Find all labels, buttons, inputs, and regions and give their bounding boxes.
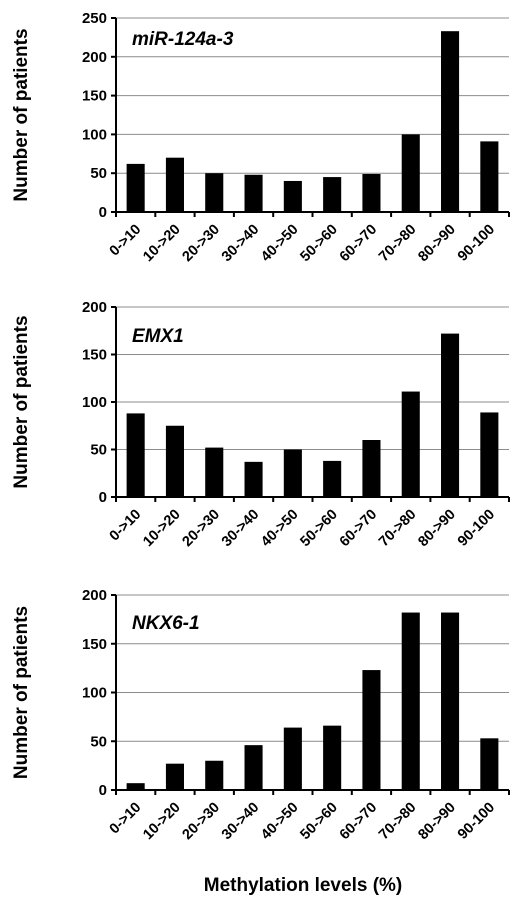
chart-panel-nkx6-1: 0 50 100 150 200 0->1010->2020->3030->4040->5… bbox=[11, 587, 510, 844]
y-axis-label: Number of patients bbox=[11, 28, 32, 201]
x-category-label: 90-100 bbox=[455, 507, 498, 550]
x-category-label: 50->60 bbox=[297, 800, 341, 844]
panel-title: miR-124a-3 bbox=[132, 29, 234, 50]
bar bbox=[441, 612, 460, 790]
x-category-label: 80->90 bbox=[415, 222, 459, 266]
y-tick-label: 150 bbox=[82, 347, 107, 364]
bar bbox=[401, 134, 420, 212]
bar bbox=[401, 391, 420, 497]
bar bbox=[205, 173, 224, 212]
panel-title: EMX1 bbox=[132, 326, 184, 347]
y-tick-label: 0 bbox=[99, 489, 107, 506]
y-tick-label: 200 bbox=[82, 299, 107, 316]
bar bbox=[283, 180, 302, 212]
chart-panel-mir-124a-3: 0 50 100 150 200 250 0->1010->2020->3030->4040… bbox=[11, 10, 510, 266]
x-category-label: 0->10 bbox=[107, 222, 145, 260]
y-tick-label: 50 bbox=[90, 442, 107, 459]
bar bbox=[165, 157, 184, 212]
x-category-label: 60->70 bbox=[337, 507, 381, 551]
x-category-label: 10->20 bbox=[140, 507, 184, 551]
bar bbox=[126, 163, 145, 212]
bar bbox=[362, 173, 381, 212]
x-category-label: 70->80 bbox=[376, 507, 420, 551]
x-category-label: 10->20 bbox=[140, 800, 184, 844]
y-tick-label: 100 bbox=[82, 394, 107, 411]
chart-panel-emx1: 0 50 100 150 200 0->1010->2020->3030->4040->5… bbox=[11, 299, 510, 551]
bar bbox=[244, 745, 263, 790]
bar bbox=[165, 425, 184, 497]
x-category-label: 60->70 bbox=[337, 800, 381, 844]
x-category-label: 20->30 bbox=[180, 800, 224, 844]
bar bbox=[283, 449, 302, 497]
x-category-label: 70->80 bbox=[376, 800, 420, 844]
bar bbox=[283, 727, 302, 790]
x-category-label: 0->10 bbox=[107, 800, 145, 838]
x-category-label: 30->40 bbox=[219, 222, 263, 266]
x-category-label: 40->50 bbox=[258, 507, 302, 551]
x-category-label: 30->40 bbox=[219, 507, 263, 551]
x-category-label: 90-100 bbox=[455, 800, 498, 843]
x-category-label: 20->30 bbox=[180, 222, 224, 266]
bar bbox=[480, 141, 499, 212]
bar bbox=[441, 31, 460, 212]
y-tick-label: 100 bbox=[82, 685, 107, 702]
y-tick-label: 250 bbox=[82, 10, 107, 27]
x-category-label: 40->50 bbox=[258, 222, 302, 266]
x-axis-label: Methylation levels (%) bbox=[204, 875, 403, 896]
x-category-label: 40->50 bbox=[258, 800, 302, 844]
bar bbox=[126, 413, 145, 497]
bar bbox=[323, 725, 342, 790]
x-category-label: 60->70 bbox=[337, 222, 381, 266]
bar bbox=[323, 177, 342, 212]
y-tick-label: 150 bbox=[82, 88, 107, 105]
x-category-label: 30->40 bbox=[219, 800, 263, 844]
y-axis-label: Number of patients bbox=[11, 315, 32, 488]
bar bbox=[205, 760, 224, 790]
bar bbox=[205, 447, 224, 497]
panel-title: NKX6-1 bbox=[132, 613, 200, 634]
bar bbox=[165, 763, 184, 790]
bar bbox=[323, 460, 342, 497]
y-tick-label: 0 bbox=[99, 204, 107, 221]
x-category-label: 20->30 bbox=[180, 507, 224, 551]
bar bbox=[126, 783, 145, 790]
x-category-label: 80->90 bbox=[415, 800, 459, 844]
y-tick-label: 50 bbox=[90, 165, 107, 182]
bar bbox=[362, 440, 381, 497]
y-tick-label: 50 bbox=[90, 733, 107, 750]
bar bbox=[441, 333, 460, 497]
x-category-label: 70->80 bbox=[376, 222, 420, 266]
bar bbox=[480, 412, 499, 497]
y-axis-label: Number of patients bbox=[11, 606, 32, 779]
x-category-label: 0->10 bbox=[107, 507, 145, 545]
bar bbox=[244, 461, 263, 497]
x-category-label: 80->90 bbox=[415, 507, 459, 551]
y-tick-label: 200 bbox=[82, 587, 107, 604]
bar bbox=[244, 174, 263, 212]
y-tick-label: 0 bbox=[99, 782, 107, 799]
x-category-label: 90-100 bbox=[455, 222, 498, 265]
x-category-label: 50->60 bbox=[297, 507, 341, 551]
bar bbox=[401, 612, 420, 790]
x-category-label: 50->60 bbox=[297, 222, 341, 266]
bar bbox=[480, 738, 499, 790]
y-tick-label: 200 bbox=[82, 49, 107, 66]
y-tick-label: 150 bbox=[82, 636, 107, 653]
x-category-label: 10->20 bbox=[140, 222, 184, 266]
bar bbox=[362, 670, 381, 790]
y-tick-label: 100 bbox=[82, 126, 107, 143]
